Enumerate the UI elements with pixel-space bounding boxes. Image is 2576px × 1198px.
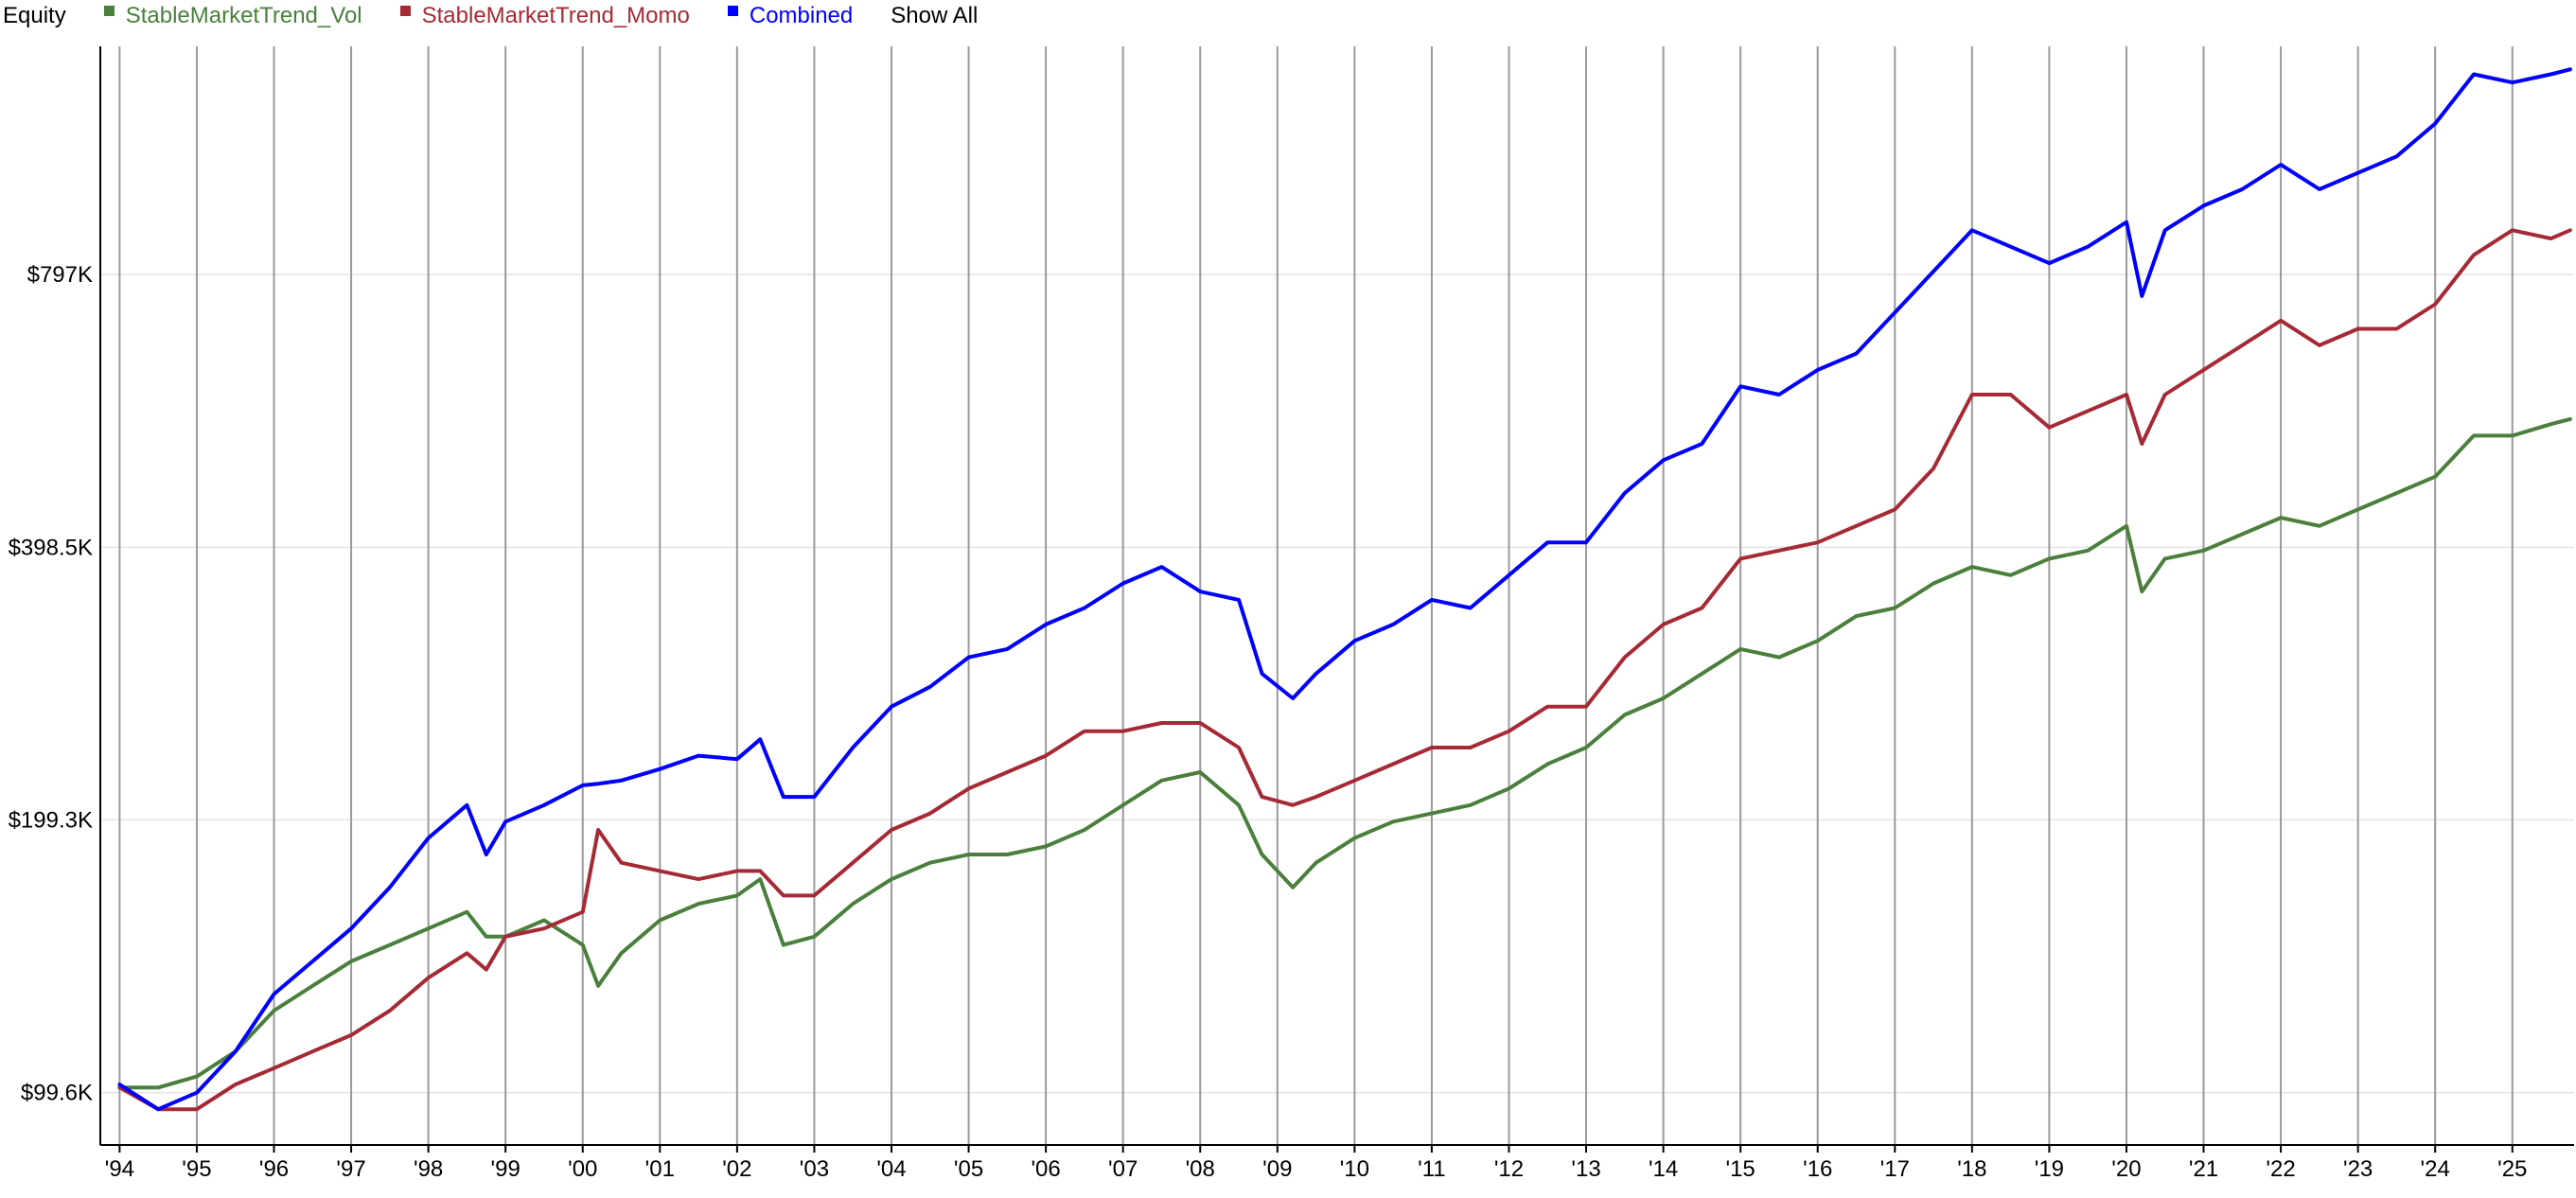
y-tick-label: $398.5K <box>9 535 93 560</box>
legend-label: StableMarketTrend_Vol <box>125 3 362 28</box>
x-tick-label: '04 <box>876 1156 906 1182</box>
x-tick-label: '99 <box>491 1156 520 1182</box>
legend-item[interactable]: Combined <box>727 3 854 29</box>
x-tick-label: '10 <box>1340 1156 1369 1182</box>
series-line <box>117 228 2572 1112</box>
x-tick-label: '06 <box>1031 1156 1060 1182</box>
legend-label: Combined <box>749 3 854 28</box>
x-tick-label: '22 <box>2266 1156 2295 1182</box>
legend-swatch <box>399 5 411 16</box>
x-tick-label: '02 <box>722 1156 751 1182</box>
x-tick-label: '16 <box>1803 1156 1832 1182</box>
x-tick-label: '25 <box>2497 1156 2527 1182</box>
legend-swatch <box>727 5 738 16</box>
x-tick-label: '98 <box>414 1156 443 1182</box>
x-tick-label: '17 <box>1880 1156 1910 1182</box>
x-tick-label: '00 <box>568 1156 597 1182</box>
x-tick-label: '18 <box>1957 1156 1986 1182</box>
x-tick-label: '24 <box>2421 1156 2450 1182</box>
x-tick-label: '08 <box>1186 1156 1215 1182</box>
x-tick-label: '09 <box>1262 1156 1292 1182</box>
legend-swatch <box>103 5 115 16</box>
x-tick-label: '95 <box>182 1156 211 1182</box>
x-tick-label: '21 <box>2189 1156 2218 1182</box>
series-line <box>117 67 2572 1112</box>
y-tick-label: $99.6K <box>21 1081 93 1106</box>
x-tick-label: '03 <box>800 1156 829 1182</box>
x-tick-label: '12 <box>1494 1156 1524 1182</box>
show-all-button[interactable]: Show All <box>891 3 979 28</box>
x-tick-label: '13 <box>1571 1156 1600 1182</box>
y-tick-label: $797K <box>27 262 93 288</box>
legend-item[interactable]: StableMarketTrend_Momo <box>399 3 690 29</box>
x-tick-label: '23 <box>2343 1156 2373 1182</box>
x-tick-label: '97 <box>336 1156 365 1182</box>
x-tick-label: '14 <box>1649 1156 1678 1182</box>
x-tick-label: '19 <box>2035 1156 2064 1182</box>
chart-title: Equity <box>3 3 66 28</box>
legend: Equity StableMarketTrend_Vol StableMarket… <box>3 0 978 32</box>
x-tick-label: '05 <box>954 1156 983 1182</box>
x-tick-label: '94 <box>105 1156 134 1182</box>
legend-label: StableMarketTrend_Momo <box>421 3 690 28</box>
x-tick-label: '20 <box>2111 1156 2141 1182</box>
x-tick-label: '11 <box>1418 1156 1446 1182</box>
series-line <box>117 416 2572 1090</box>
x-tick-label: '15 <box>1726 1156 1756 1182</box>
x-tick-label: '96 <box>259 1156 289 1182</box>
x-tick-label: '07 <box>1108 1156 1138 1182</box>
y-tick-label: $199.3K <box>9 807 93 833</box>
x-tick-label: '01 <box>645 1156 675 1182</box>
legend-item[interactable]: StableMarketTrend_Vol <box>103 3 362 29</box>
